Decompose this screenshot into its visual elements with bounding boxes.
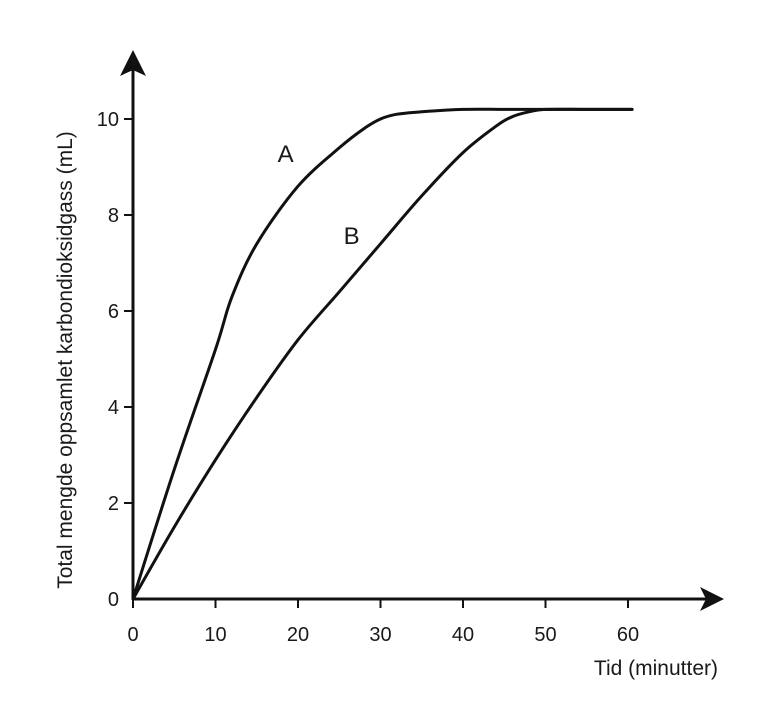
y-axis-title: Total mengde oppsamlet karbondioksidgass…	[54, 131, 77, 589]
x-tick-label: 10	[204, 624, 226, 646]
x-ticks: 0 10 20 30 40 50 60	[127, 599, 639, 646]
y-tick-label: 10	[97, 109, 119, 131]
x-tick-label: 20	[287, 624, 309, 646]
y-tick-label: 8	[108, 205, 119, 227]
series-label-a: A	[278, 141, 294, 168]
y-tick-label: 2	[108, 493, 119, 515]
series-line-b	[131, 107, 634, 601]
x-tick-label: 50	[534, 624, 556, 646]
y-axis-arrowhead	[120, 50, 146, 76]
y-ticks: 0 2 4 6 8 10	[97, 109, 133, 611]
x-tick-label: 60	[617, 624, 639, 646]
x-tick-label: 0	[127, 624, 138, 646]
y-tick-label: 0	[108, 589, 119, 611]
x-tick-label: 30	[369, 624, 391, 646]
series-layer: AB	[131, 107, 634, 601]
x-axis-arrowhead	[700, 587, 724, 611]
x-axis-title: Tid (minutter)	[594, 657, 718, 680]
series-line-a	[131, 107, 634, 601]
x-tick-label: 40	[452, 624, 474, 646]
y-tick-label: 4	[108, 397, 119, 419]
series-label-b: B	[344, 223, 360, 250]
y-tick-label: 6	[108, 301, 119, 323]
